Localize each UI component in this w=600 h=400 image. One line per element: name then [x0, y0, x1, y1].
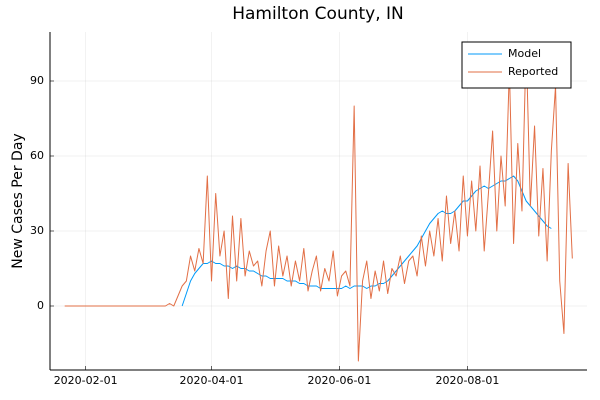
x-tick-label: 2020-02-01 [54, 374, 118, 387]
series-line [64, 43, 573, 362]
y-tick-label: 60 [30, 149, 44, 162]
x-tick-label: 2020-04-01 [180, 374, 244, 387]
legend-label: Model [508, 47, 541, 60]
y-tick-label: 0 [37, 299, 44, 312]
y-tick-label: 90 [30, 74, 44, 87]
series-line [181, 175, 552, 307]
x-tick-label: 2020-06-01 [308, 374, 372, 387]
y-tick-label: 30 [30, 224, 44, 237]
legend-label: Reported [508, 65, 558, 78]
legend: Model Reported [461, 41, 572, 89]
y-axis-label: New Cases Per Day [10, 133, 26, 268]
chart-title: Hamilton County, IN [232, 4, 404, 24]
legend-box [461, 41, 572, 89]
x-tick-label: 2020-08-01 [435, 374, 499, 387]
